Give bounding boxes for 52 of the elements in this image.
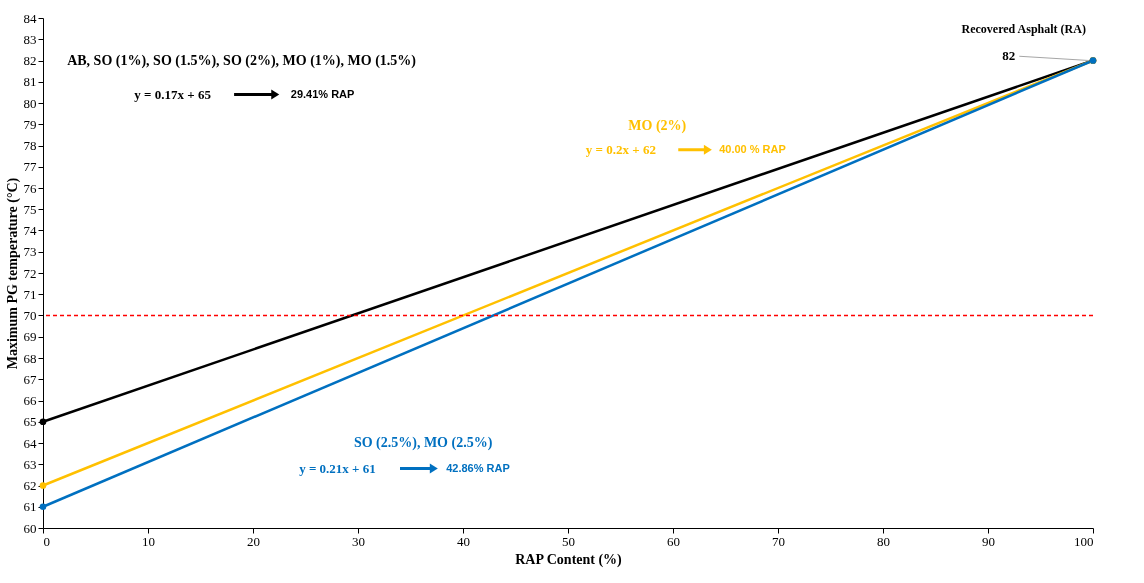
- annotation: y = 0.17x + 65: [134, 86, 212, 102]
- annotation: MO (2%): [628, 118, 687, 135]
- y-tick-label: 69: [23, 329, 37, 345]
- y-tick-label: 66: [23, 393, 37, 408]
- y-tick-label: 83: [23, 31, 37, 47]
- x-axis-title: RAP Content (%): [515, 551, 623, 568]
- x-tick-label: 80: [877, 533, 890, 549]
- annotation: 40.00 % RAP: [719, 142, 786, 155]
- y-tick-label: 72: [23, 265, 37, 281]
- x-tick-label: 40: [457, 533, 470, 549]
- y-tick-label: 82: [23, 53, 37, 68]
- y-tick-label: 64: [23, 435, 37, 451]
- x-tick-label: 50: [562, 533, 575, 549]
- y-tick-label: 61: [23, 499, 37, 515]
- annotation: SO (2.5%), MO (2.5%): [353, 435, 493, 451]
- x-tick-label: 100: [1074, 533, 1094, 549]
- y-tick-label: 78: [23, 138, 37, 153]
- y-tick-label: 74: [23, 223, 37, 238]
- point: [39, 482, 47, 489]
- annotation: 29.41% RAP: [290, 87, 355, 100]
- annotation: y = 0.21x + 61: [299, 460, 376, 476]
- y-tick-label: 62: [23, 478, 37, 493]
- point: [39, 418, 47, 426]
- annotation: Recovered Asphalt (RA): [961, 21, 1086, 36]
- y-axis-title: Maximum PG temperature (°C): [4, 177, 21, 370]
- point: [39, 503, 47, 511]
- x-tick-label: 90: [982, 533, 995, 549]
- x-tick-label: 70: [772, 533, 785, 549]
- y-tick-label: 68: [23, 350, 37, 366]
- y-tick-label: 79: [23, 116, 37, 132]
- annotation: AB, SO (1%), SO (1.5%), SO (2%), MO (1%), MO (1.5%): [67, 52, 417, 69]
- y-tick-label: 70: [23, 308, 37, 323]
- x-tick-label: 30: [352, 533, 365, 549]
- y-tick-label: 67: [23, 371, 37, 387]
- y-tick-label: 81: [23, 74, 37, 90]
- annotation: y = 0.2x + 62: [585, 141, 656, 157]
- x-tick-label: 10: [142, 533, 155, 549]
- x-tick-label: 0: [43, 533, 50, 549]
- y-tick-label: 73: [23, 244, 37, 260]
- y-tick-label: 63: [23, 456, 37, 472]
- y-tick-label: 75: [23, 201, 37, 217]
- annotation: 82: [1002, 48, 1016, 64]
- x-tick-label: 20: [247, 533, 260, 549]
- x-tick-label: 60: [667, 533, 680, 549]
- y-tick-label: 84: [23, 10, 37, 26]
- y-tick-label: 77: [23, 159, 37, 175]
- annotation: 42.86% RAP: [446, 461, 510, 474]
- y-tick-label: 65: [23, 414, 37, 430]
- y-tick-label: 76: [23, 180, 37, 196]
- y-tick-label: 71: [23, 286, 37, 302]
- y-tick-label: 80: [23, 95, 37, 111]
- y-tick-label: 60: [23, 520, 37, 536]
